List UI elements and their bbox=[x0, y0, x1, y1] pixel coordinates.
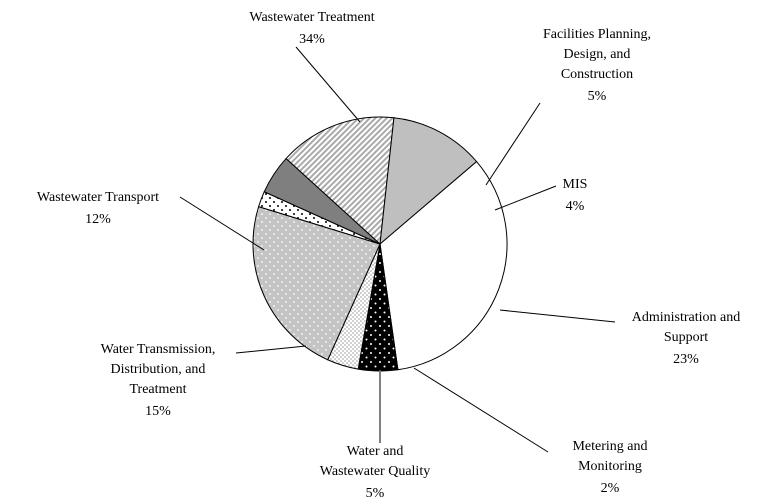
slice-label: Wastewater Transport bbox=[37, 190, 159, 205]
leader-lines bbox=[179, 46, 616, 453]
leader-line bbox=[413, 367, 549, 453]
slice-label: Wastewater Treatment bbox=[249, 10, 374, 25]
slice-label: Administration and Support bbox=[632, 310, 741, 345]
value-label: 5% bbox=[366, 486, 385, 501]
slice-label: Water and Wastewater Quality bbox=[320, 444, 430, 479]
pie-slice bbox=[379, 117, 478, 246]
value-label: 12% bbox=[85, 212, 111, 227]
value-label: 5% bbox=[588, 89, 607, 104]
leader-line bbox=[494, 185, 557, 211]
slice-label: Water Transmission, Distribution, and Trea… bbox=[101, 342, 216, 397]
slice-label: Facilities Planning, Design, and Construct… bbox=[543, 27, 651, 82]
value-label: 15% bbox=[145, 404, 171, 419]
value-label: 23% bbox=[673, 352, 699, 367]
slice-label: Metering and Monitoring bbox=[572, 439, 647, 474]
value-label: 2% bbox=[601, 481, 620, 496]
leader-line bbox=[295, 46, 361, 123]
pie bbox=[252, 116, 508, 372]
value-label: 4% bbox=[566, 199, 585, 214]
pie-slice bbox=[252, 206, 381, 361]
labels: Wastewater Treatment 34% Facilities Planni… bbox=[37, 10, 740, 501]
value-label: 34% bbox=[299, 32, 325, 47]
pie-slice bbox=[285, 116, 395, 246]
leader-line bbox=[499, 309, 616, 323]
leader-line bbox=[485, 102, 541, 186]
leader-line bbox=[179, 196, 265, 251]
leader-line bbox=[235, 345, 307, 354]
slice-label: MIS bbox=[563, 177, 588, 192]
pie-slice bbox=[379, 160, 508, 371]
